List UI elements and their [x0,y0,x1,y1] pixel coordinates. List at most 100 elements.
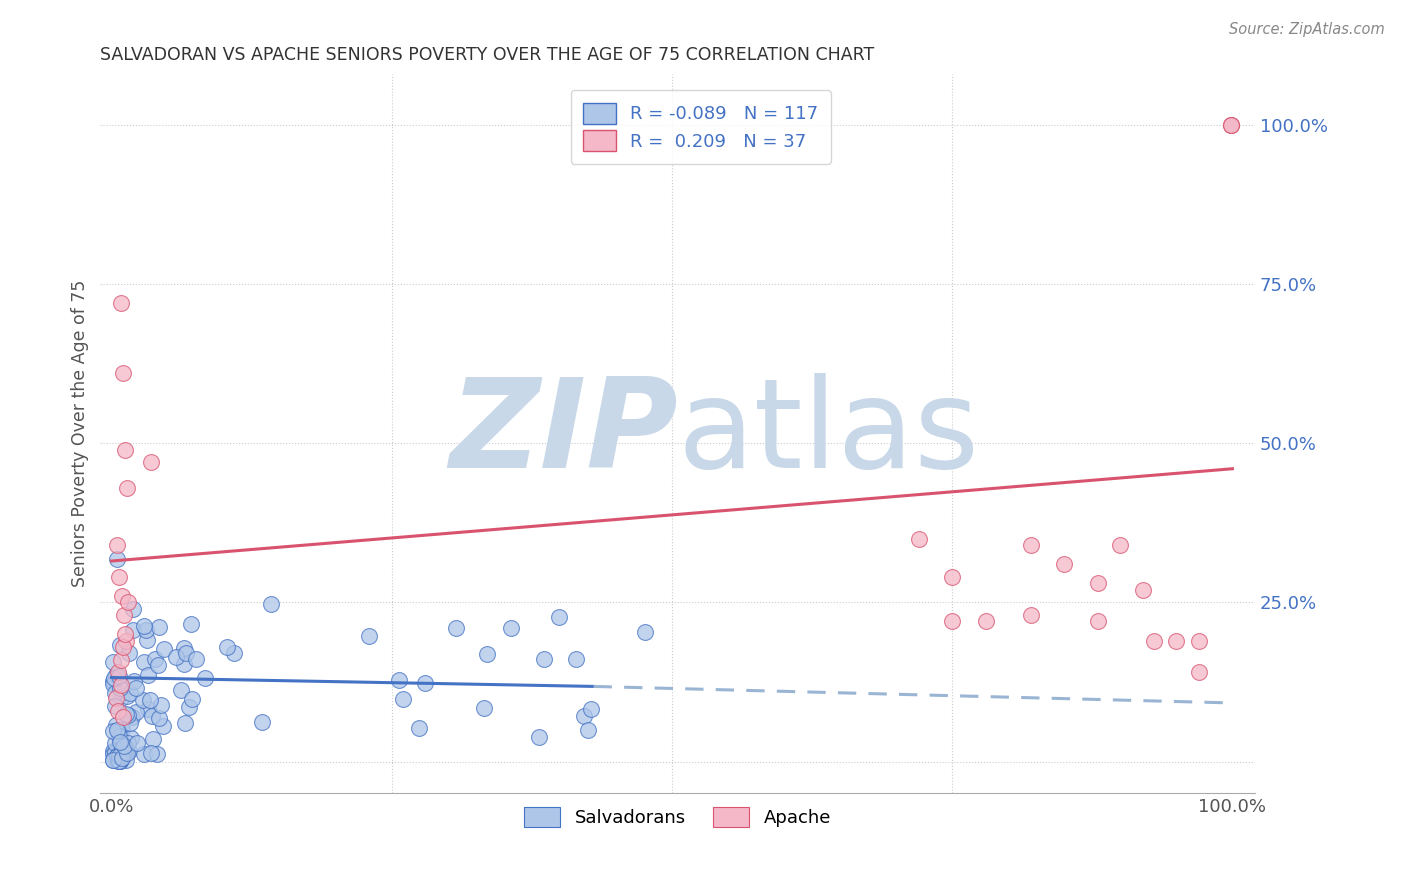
Point [152,642,174,657]
Point [110,678,132,692]
Point [222,646,245,660]
Point [110,691,132,706]
Point [103,753,125,767]
Point [107,704,129,718]
Point [139,746,162,760]
Point [135,623,157,637]
Y-axis label: Seniors Poverty Over the Age of 75: Seniors Poverty Over the Age of 75 [72,280,89,588]
Point [114,741,136,756]
Point [1087,576,1109,591]
Text: SALVADORAN VS APACHE SENIORS POVERTY OVER THE AGE OF 75 CORRELATION CHART: SALVADORAN VS APACHE SENIORS POVERTY OVE… [100,46,875,64]
Point [548,610,571,624]
Point [115,706,138,721]
Point [974,615,997,629]
Point [107,749,129,764]
Point [107,741,129,756]
Point [108,638,131,652]
Point [108,748,131,763]
Point [1220,118,1243,132]
Point [110,754,132,768]
Point [108,669,131,683]
Point [101,724,124,739]
Point [101,655,124,669]
Point [117,481,139,495]
Point [1166,633,1188,648]
Point [173,657,195,672]
Point [101,753,124,767]
Point [101,747,124,761]
Point [107,723,129,738]
Point [1220,118,1243,132]
Point [114,627,136,641]
Point [576,723,599,737]
Point [145,747,167,762]
Point [132,655,155,669]
Point [104,699,127,714]
Point [111,747,134,761]
Point [1132,582,1154,597]
Point [110,296,132,310]
Point [472,701,495,715]
Point [101,677,124,691]
Point [572,709,595,723]
Point [107,665,129,680]
Point [180,617,202,632]
Point [104,686,127,700]
Point [105,690,128,705]
Point [139,455,162,469]
Point [104,736,127,750]
Point [108,754,131,768]
Point [1019,538,1042,552]
Point [110,740,132,755]
Point [108,570,131,584]
Point [142,732,165,747]
Point [194,671,217,685]
Point [143,652,166,666]
Point [112,608,135,623]
Point [107,754,129,768]
Point [111,710,134,724]
Point [125,736,148,750]
Point [1188,665,1211,680]
Point [118,744,141,758]
Point [118,715,141,730]
Point [115,753,138,767]
Point [125,681,148,696]
Point [391,692,413,706]
Point [125,705,148,719]
Text: ZIP: ZIP [449,373,678,494]
Point [111,722,134,736]
Point [1143,633,1166,648]
Point [108,731,131,745]
Point [108,735,131,749]
Point [120,731,142,746]
Point [115,689,138,703]
Point [177,700,200,714]
Point [388,673,411,687]
Point [148,711,170,725]
Point [115,633,138,648]
Point [359,629,381,643]
Point [259,597,281,611]
Point [105,668,128,682]
Point [101,744,124,758]
Point [1109,538,1132,552]
Point [138,693,160,707]
Point [111,366,134,380]
Point [111,589,134,603]
Text: Source: ZipAtlas.com: Source: ZipAtlas.com [1229,22,1385,37]
Text: atlas: atlas [678,373,980,494]
Legend: Salvadorans, Apache: Salvadorans, Apache [517,799,838,835]
Point [114,442,136,457]
Point [444,621,467,635]
Point [941,615,963,629]
Point [117,736,139,750]
Point [134,619,156,633]
Point [107,551,129,566]
Point [165,649,187,664]
Point [181,691,204,706]
Point [111,640,134,654]
Point [136,633,159,648]
Point [170,682,193,697]
Point [174,646,197,660]
